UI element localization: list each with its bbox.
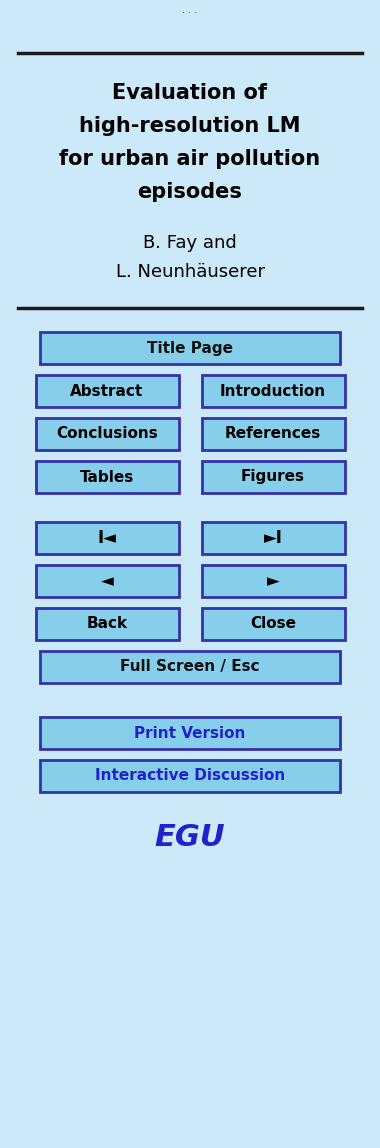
Text: for urban air pollution: for urban air pollution [59, 149, 321, 169]
Text: Back: Back [86, 616, 128, 631]
Text: Close: Close [250, 616, 296, 631]
Text: ◄: ◄ [101, 572, 113, 590]
FancyBboxPatch shape [201, 418, 345, 450]
Text: Evaluation of: Evaluation of [112, 83, 268, 103]
Text: I◄: I◄ [98, 529, 116, 546]
Text: L. Neunhäuserer: L. Neunhäuserer [116, 263, 264, 281]
Text: Title Page: Title Page [147, 341, 233, 356]
FancyBboxPatch shape [201, 522, 345, 554]
Text: high-resolution LM: high-resolution LM [79, 116, 301, 135]
FancyBboxPatch shape [201, 565, 345, 597]
FancyBboxPatch shape [35, 461, 179, 492]
Text: Tables: Tables [80, 470, 134, 484]
FancyBboxPatch shape [40, 718, 340, 748]
Text: episodes: episodes [138, 183, 242, 202]
FancyBboxPatch shape [35, 608, 179, 639]
FancyBboxPatch shape [35, 418, 179, 450]
Text: Introduction: Introduction [220, 383, 326, 398]
FancyBboxPatch shape [40, 651, 340, 683]
FancyBboxPatch shape [35, 522, 179, 554]
Text: Figures: Figures [241, 470, 305, 484]
FancyBboxPatch shape [35, 565, 179, 597]
FancyBboxPatch shape [201, 375, 345, 408]
Text: Interactive Discussion: Interactive Discussion [95, 768, 285, 783]
Text: ►I: ►I [264, 529, 282, 546]
Text: · · ·: · · · [182, 8, 198, 18]
Text: ►: ► [267, 572, 279, 590]
Text: B. Fay and: B. Fay and [143, 234, 237, 253]
Text: Full Screen / Esc: Full Screen / Esc [120, 659, 260, 675]
Text: Print Version: Print Version [134, 726, 246, 740]
FancyBboxPatch shape [40, 760, 340, 792]
Text: References: References [225, 427, 321, 442]
FancyBboxPatch shape [201, 608, 345, 639]
Text: Abstract: Abstract [70, 383, 144, 398]
Text: EGU: EGU [155, 823, 225, 853]
FancyBboxPatch shape [201, 461, 345, 492]
FancyBboxPatch shape [35, 375, 179, 408]
FancyBboxPatch shape [40, 332, 340, 364]
Text: Conclusions: Conclusions [56, 427, 158, 442]
